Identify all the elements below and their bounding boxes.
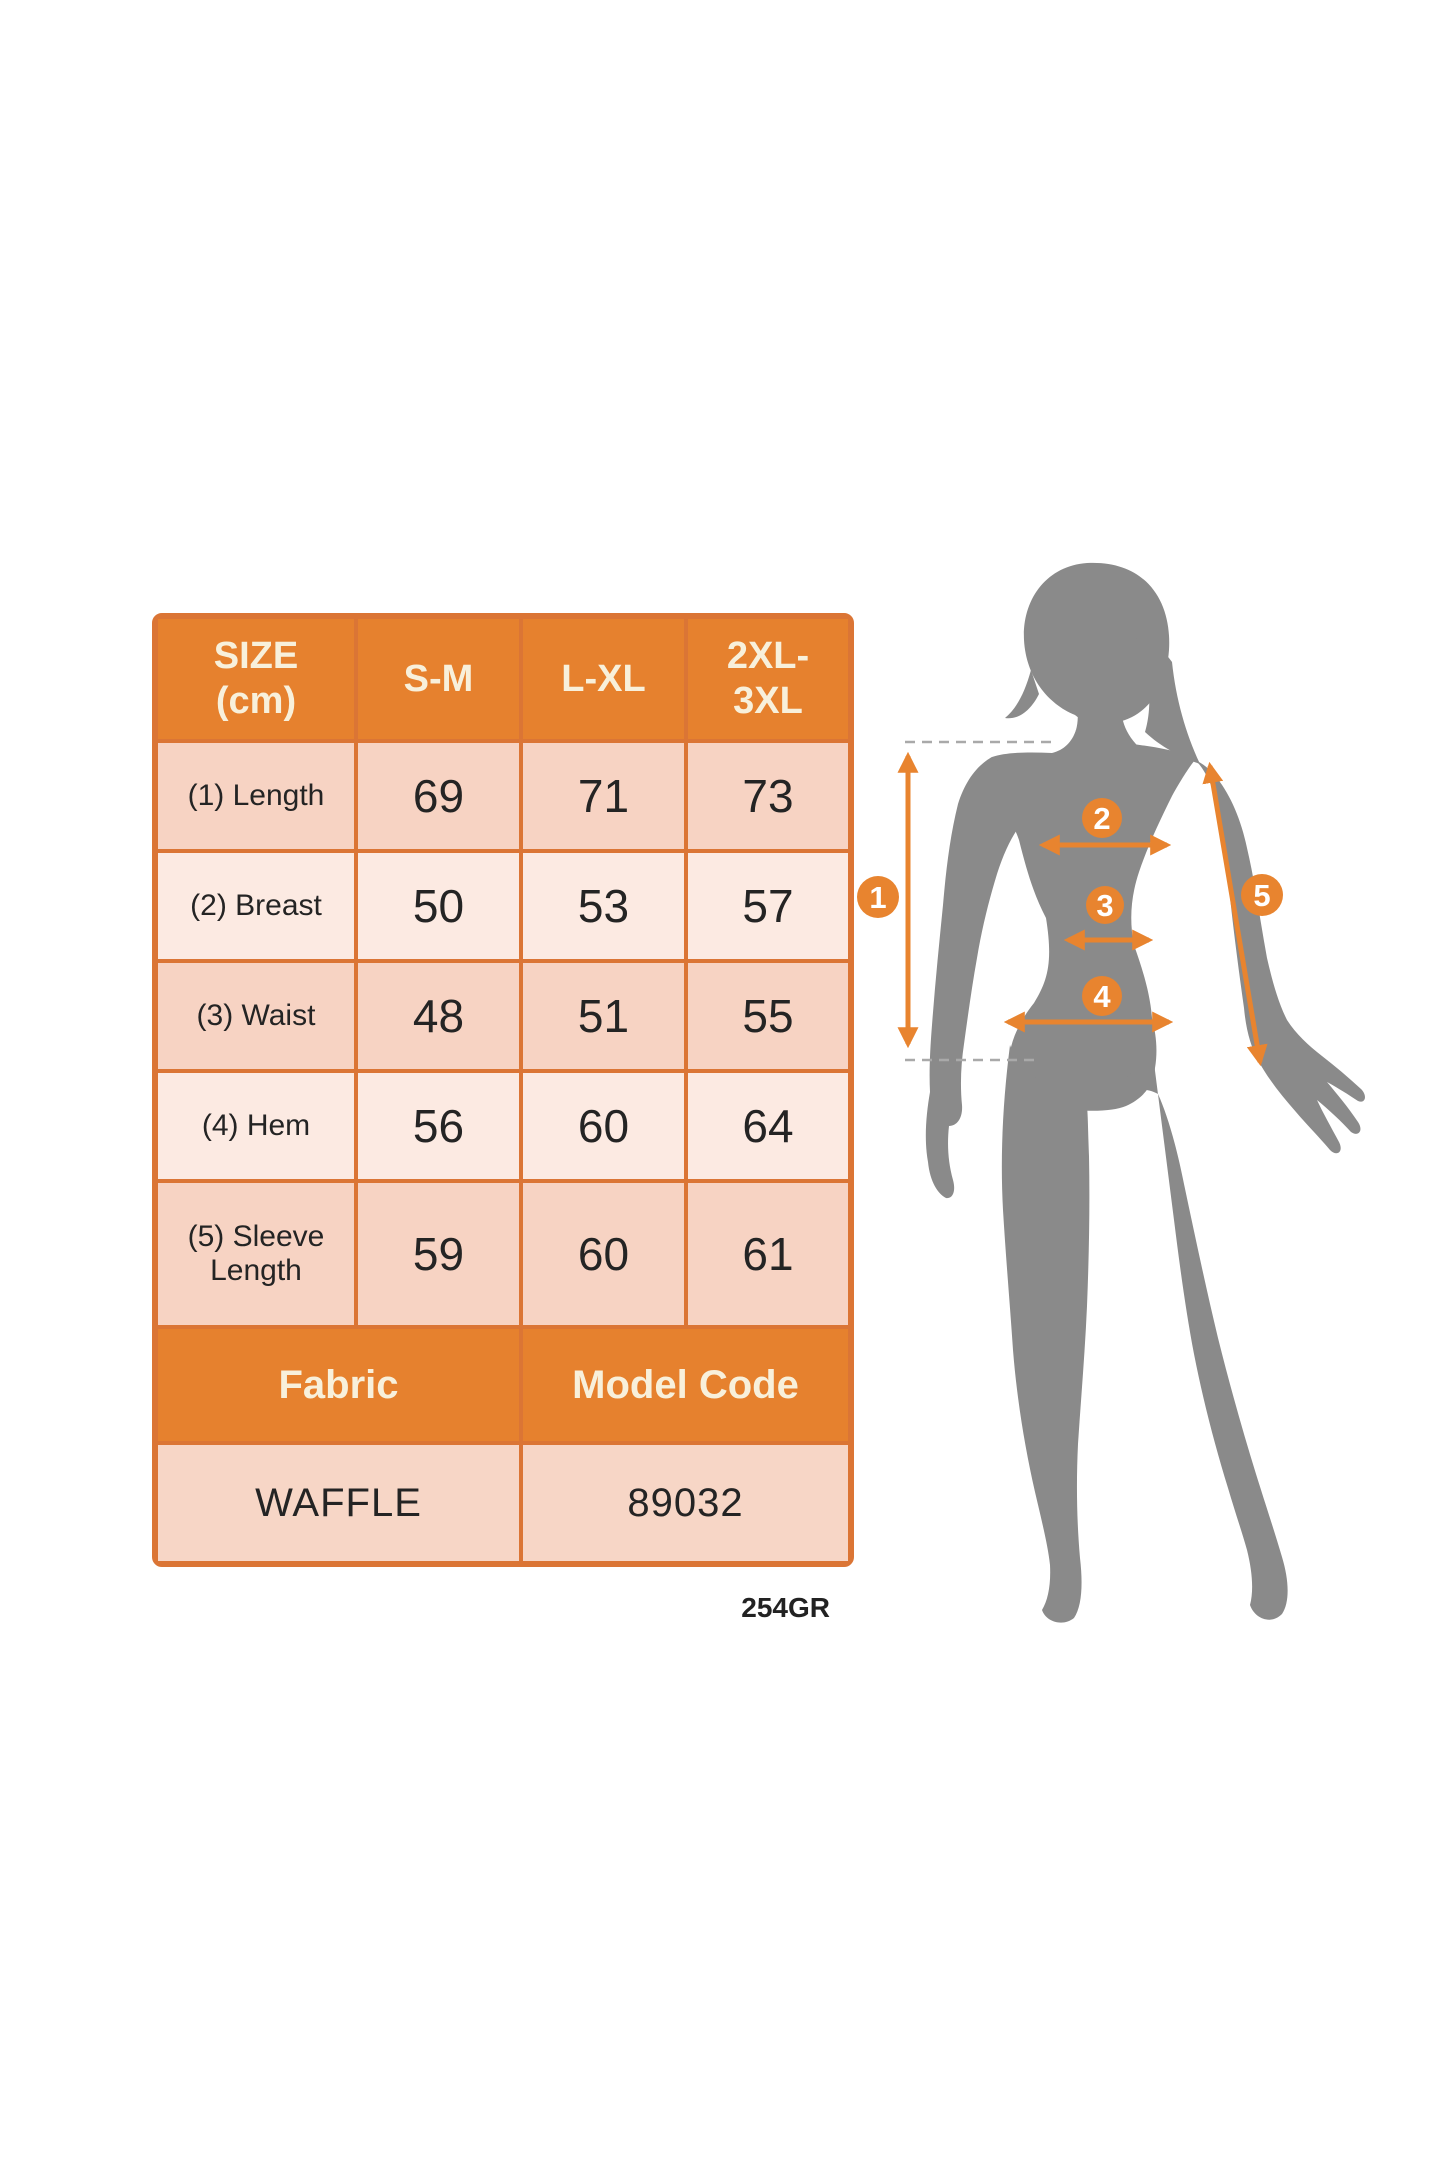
row-hem-value-2xl3xl: 64 — [688, 1073, 848, 1179]
badge-2-circle — [1082, 798, 1122, 838]
header-2xl-3xl: 2XL- 3XL — [688, 619, 848, 739]
row-breast-value-lxl: 53 — [523, 853, 684, 959]
silhouette-hair-right-lobe — [1135, 635, 1200, 764]
silhouette-hair-left-flick — [1005, 670, 1039, 719]
badge-3-number: 3 — [1096, 888, 1113, 923]
row-breast-value-sm: 50 — [358, 853, 519, 959]
badge-4-circle — [1082, 976, 1122, 1016]
fabric-value: WAFFLE — [158, 1445, 519, 1561]
badge-1-number: 1 — [869, 880, 886, 915]
row-sleeve-value-2xl3xl: 61 — [688, 1183, 848, 1325]
header-l-xl: L-XL — [523, 619, 684, 739]
silhouette-left-arm — [925, 757, 1021, 1199]
badge-4-number: 4 — [1093, 979, 1111, 1014]
measurement-figure: 1 2 3 4 5 — [850, 400, 1440, 1800]
badge-3-circle — [1086, 886, 1124, 924]
measure-badge-1: 1 — [857, 876, 899, 918]
row-sleeve-value-sm: 59 — [358, 1183, 519, 1325]
row-sleeve-label: (5) Sleeve Length — [158, 1183, 354, 1325]
row-breast-label: (2) Breast — [158, 853, 354, 959]
row-waist-value-2xl3xl: 55 — [688, 963, 848, 1069]
female-silhouette-svg: 1 2 3 4 5 — [857, 562, 1365, 1623]
row-waist-value-lxl: 51 — [523, 963, 684, 1069]
header-s-m: S-M — [358, 619, 519, 739]
silhouette-torso — [984, 730, 1195, 1111]
badge-5-number: 5 — [1253, 878, 1270, 913]
model-code-value: 89032 — [523, 1445, 848, 1561]
row-hem-value-sm: 56 — [358, 1073, 519, 1179]
row-waist-label: (3) Waist — [158, 963, 354, 1069]
row-length-value-2xl3xl: 73 — [688, 743, 848, 849]
measure-badge-2: 2 — [1082, 798, 1122, 838]
measure-badge-5: 5 — [1241, 874, 1283, 916]
female-silhouette — [925, 562, 1365, 1623]
row-hem-value-lxl: 60 — [523, 1073, 684, 1179]
badge-1-circle — [857, 876, 899, 918]
silhouette-head — [1023, 562, 1170, 724]
weight-note: 254GR — [741, 1592, 830, 1623]
row-length-value-lxl: 71 — [523, 743, 684, 849]
silhouette-right-leg — [1118, 1055, 1288, 1620]
row-sleeve-value-lxl: 60 — [523, 1183, 684, 1325]
header-size-cm: SIZE (cm) — [158, 619, 354, 739]
silhouette-left-leg — [1001, 1045, 1090, 1623]
measure-badge-4: 4 — [1082, 976, 1122, 1016]
fabric-header: Fabric — [158, 1329, 519, 1441]
badge-5-circle — [1241, 874, 1283, 916]
row-waist-value-sm: 48 — [358, 963, 519, 1069]
badge-2-number: 2 — [1093, 801, 1110, 836]
row-length-label: (1) Length — [158, 743, 354, 849]
row-length-value-sm: 69 — [358, 743, 519, 849]
sleeve-measure-arrow — [1202, 761, 1268, 1067]
size-chart-table: SIZE (cm) S-M L-XL 2XL- 3XL (1) Length 6… — [152, 613, 854, 1567]
row-breast-value-2xl3xl: 57 — [688, 853, 848, 959]
measure-badge-3: 3 — [1086, 886, 1124, 924]
model-code-header: Model Code — [523, 1329, 848, 1441]
row-hem-label: (4) Hem — [158, 1073, 354, 1179]
